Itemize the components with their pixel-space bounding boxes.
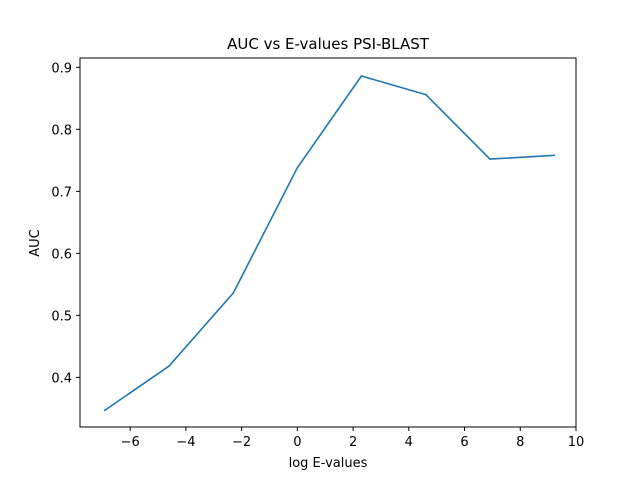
data-point — [232, 292, 235, 294]
y-tick-label: 0.7 — [51, 185, 72, 200]
y-axis-label: AUC — [28, 229, 43, 257]
x-tick-label: −4 — [176, 435, 195, 450]
x-tick-label: −6 — [121, 435, 140, 450]
data-point — [425, 93, 427, 96]
y-tick-label: 0.6 — [51, 247, 72, 262]
chart-title: AUC vs E-values PSI-BLAST — [227, 35, 430, 53]
data-point — [553, 154, 555, 157]
y-tick-label: 0.5 — [51, 309, 72, 324]
x-tick-label: 4 — [405, 435, 413, 450]
plot-area — [103, 75, 555, 412]
x-axis-ticks: −6 −4 −2 0 2 4 6 8 10 — [121, 427, 585, 450]
data-point — [168, 365, 170, 368]
y-axis-ticks: 0.4 0.5 0.6 0.7 0.8 0.9 — [51, 61, 80, 386]
x-tick-label: 10 — [568, 435, 585, 450]
x-tick-label: 2 — [349, 435, 357, 450]
y-tick-label: 0.8 — [51, 123, 72, 138]
series-line — [103, 75, 555, 412]
x-axis-label: log E-values — [289, 456, 368, 471]
plot-frame — [79, 57, 577, 428]
data-point — [489, 158, 491, 160]
x-tick-label: 0 — [293, 435, 301, 450]
y-tick-label: 0.4 — [51, 371, 72, 386]
data-point — [360, 75, 363, 77]
y-tick-label: 0.9 — [51, 61, 72, 76]
data-point — [296, 166, 299, 169]
x-tick-label: 6 — [460, 435, 468, 450]
x-tick-label: 8 — [516, 435, 524, 450]
x-tick-label: −2 — [232, 435, 251, 450]
data-point — [104, 409, 106, 412]
